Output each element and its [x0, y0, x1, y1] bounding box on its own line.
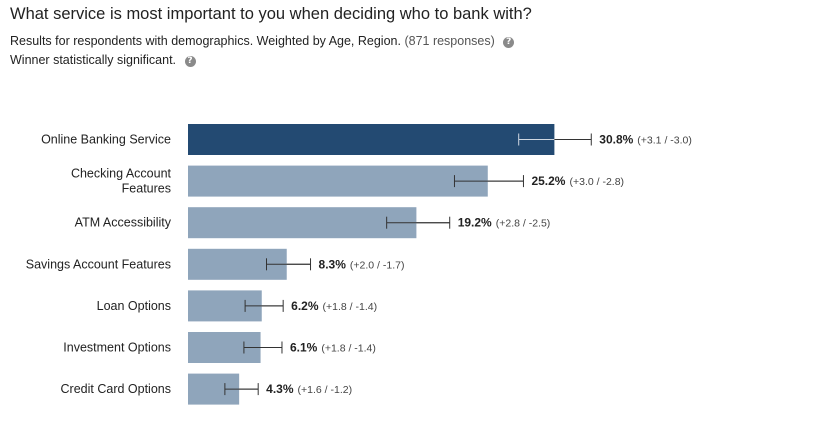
value-label-2: 19.2% (+2.8 / -2.5): [458, 216, 551, 230]
significance-note: Winner statistically significant. ?: [10, 53, 196, 67]
subtitle: Results for respondents with demographic…: [10, 34, 515, 48]
value-label-5: 6.1% (+1.8 / -1.4): [290, 341, 376, 355]
category-label-1-1: Features: [122, 182, 171, 196]
category-label-1-0: Checking Account: [71, 167, 172, 181]
question-circle-icon[interactable]: ?: [184, 56, 196, 67]
significance-text: Winner statistically significant.: [10, 53, 177, 67]
subtitle-text: Results for respondents with demographic…: [10, 34, 401, 48]
bar-2: [188, 207, 417, 239]
value-label-4: 6.2% (+1.8 / -1.4): [291, 299, 377, 313]
category-label-3: Savings Account Features: [26, 257, 171, 271]
bar-0: [188, 124, 555, 155]
category-label-4: Loan Options: [97, 299, 171, 313]
category-label-6: Credit Card Options: [61, 382, 171, 396]
question-circle-icon[interactable]: ?: [503, 37, 515, 48]
category-label-0: Online Banking Service: [41, 133, 171, 147]
chart-title: What service is most important to you wh…: [10, 5, 532, 23]
value-label-0: 30.8% (+3.1 / -3.0): [599, 133, 692, 147]
bar-1: [188, 165, 488, 197]
value-label-3: 8.3% (+2.0 / -1.7): [319, 257, 405, 271]
value-label-1: 25.2% (+3.0 / -2.8): [531, 174, 624, 188]
category-label-2: ATM Accessibility: [75, 216, 172, 230]
category-label-5: Investment Options: [63, 341, 171, 355]
value-label-6: 4.3% (+1.6 / -1.2): [266, 382, 352, 396]
response-count: (871 responses): [404, 34, 495, 48]
